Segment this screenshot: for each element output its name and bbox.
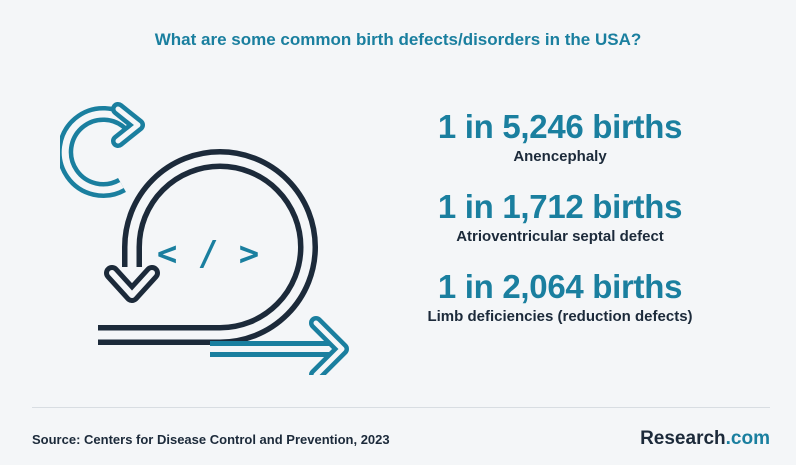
stat-value: 1 in 1,712 births (437, 188, 683, 225)
stat-label: Limb deficiencies (reduction defects) (427, 308, 693, 325)
page-title: What are some common birth defects/disor… (154, 30, 642, 49)
source-note: Source: Centers for Disease Control and … (32, 432, 390, 447)
stat-label: Atrioventricular septal defect (456, 228, 664, 245)
stat-item: 1 in 5,246 births Anencephaly (395, 108, 725, 166)
stat-value: 1 in 5,246 births (437, 108, 683, 145)
footer-divider (32, 407, 770, 408)
research-logo: Research.com (640, 428, 770, 450)
stat-label: Anencephaly (513, 148, 607, 165)
stat-item: 1 in 1,712 births Atrioventricular septa… (395, 188, 725, 246)
stat-value: 1 in 2,064 births (437, 268, 683, 305)
stat-item: 1 in 2,064 births Limb deficiencies (red… (395, 268, 725, 326)
logo-main-text: Research (640, 428, 726, 449)
cycle-arrows-icon: < / > (60, 102, 349, 375)
code-icon: < / > (157, 234, 259, 274)
logo-tld-text: .com (725, 428, 770, 449)
stats-list: 1 in 5,246 births Anencephaly 1 in 1,712… (395, 108, 725, 348)
